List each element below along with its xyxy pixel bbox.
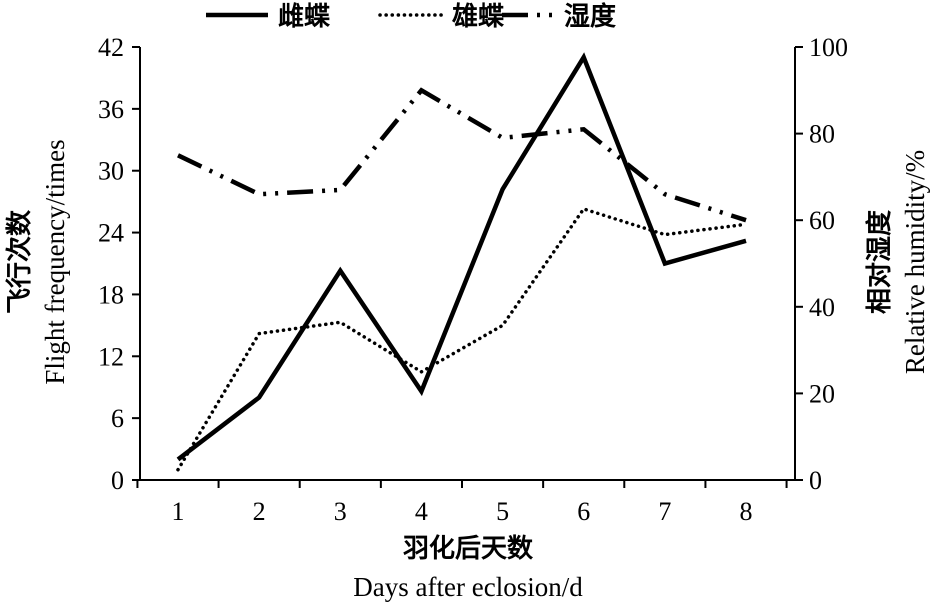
left-y-tick-label: 18 bbox=[98, 280, 124, 309]
axes bbox=[139, 47, 796, 481]
legend-label-1: 雌蝶 bbox=[278, 1, 331, 32]
right-y-tick-label: 40 bbox=[809, 293, 835, 322]
series-lines bbox=[176, 52, 748, 472]
left-y-tick-label: 30 bbox=[98, 157, 124, 186]
series-line-3 bbox=[177, 87, 747, 223]
right-y-tick-label: 80 bbox=[809, 120, 835, 149]
x-tick-label: 3 bbox=[334, 497, 347, 526]
right-y-axis-label-zh: 相对湿度 bbox=[864, 210, 895, 314]
right-y-ticks: 0 20 40 60 80 100 bbox=[795, 33, 848, 495]
left-y-axis-label-en: Flight frequency/times bbox=[40, 139, 70, 384]
x-ticks: 1 2 3 4 5 6 7 8 bbox=[136, 480, 788, 526]
x-tick-label: 2 bbox=[253, 497, 266, 526]
legend: 雌蝶 雄蝶 湿度 bbox=[206, 1, 616, 32]
left-y-tick-label: 24 bbox=[98, 219, 124, 248]
right-y-tick-label: 0 bbox=[809, 466, 822, 495]
x-tick-label: 7 bbox=[658, 497, 671, 526]
x-tick-label: 6 bbox=[577, 497, 590, 526]
left-y-tick-label: 12 bbox=[98, 342, 124, 371]
right-y-tick-label: 20 bbox=[809, 379, 835, 408]
x-axis-label-en: Days after eclosion/d bbox=[353, 572, 583, 602]
legend-label-2: 雄蝶 bbox=[451, 2, 505, 32]
series-line-1 bbox=[176, 52, 747, 462]
x-tick-label: 4 bbox=[415, 497, 428, 526]
right-y-tick-label: 100 bbox=[809, 33, 848, 62]
series-line-2 bbox=[176, 206, 748, 472]
legend-label-3: 湿度 bbox=[564, 1, 616, 32]
left-y-ticks: 0 6 12 18 24 30 36 42 bbox=[98, 33, 140, 495]
right-y-axis-label-en: Relative humidity/% bbox=[900, 150, 930, 374]
x-tick-label: 8 bbox=[740, 497, 753, 526]
right-y-tick-label: 60 bbox=[809, 206, 835, 235]
x-tick-label: 1 bbox=[172, 497, 185, 526]
x-axis-label-zh: 羽化后天数 bbox=[403, 534, 534, 564]
left-y-axis-label-zh: 飞行次数 bbox=[4, 209, 35, 314]
x-tick-label: 5 bbox=[496, 497, 509, 526]
left-y-tick-label: 36 bbox=[98, 95, 124, 124]
left-y-tick-label: 6 bbox=[111, 404, 124, 433]
left-y-tick-label: 0 bbox=[111, 466, 124, 495]
left-y-tick-label: 42 bbox=[98, 33, 124, 62]
